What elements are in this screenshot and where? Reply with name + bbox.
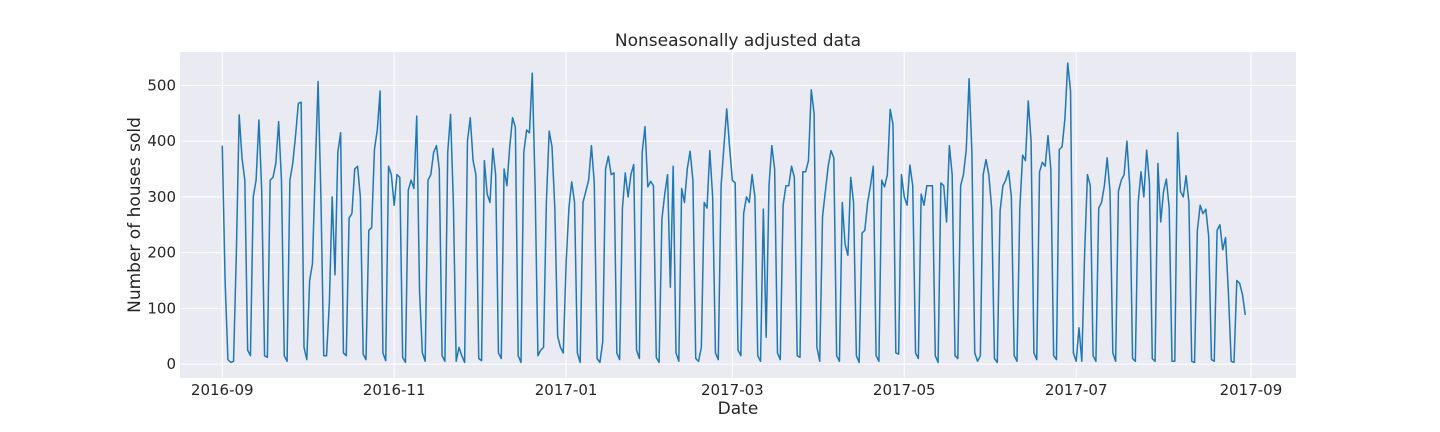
tick-labels: 2016-09 2016-11 2017-01 2017-03 2017-05 2017-… [147,76,1282,399]
y-tick-label: 200 [147,244,176,262]
y-tick-label: 500 [147,76,176,94]
chart-title: Nonseasonally adjusted data [615,31,861,51]
y-tick-label: 0 [166,355,176,373]
series-layer [221,62,1247,364]
y-tick-label: 400 [147,132,176,150]
x-tick-label: 2016-11 [363,381,426,399]
x-tick-label: 2017-07 [1045,381,1108,399]
x-axis-label: Date [718,399,759,419]
x-tick-label: 2016-09 [191,381,254,399]
series-line [221,62,1247,364]
y-tick-label: 300 [147,188,176,206]
x-tick-label: 2017-01 [535,381,598,399]
x-tick-label: 2017-05 [873,381,936,399]
y-axis-label: Number of houses sold [125,117,145,313]
x-tick-label: 2017-09 [1220,381,1283,399]
x-tick-label: 2017-03 [701,381,764,399]
y-tick-label: 100 [147,299,176,317]
